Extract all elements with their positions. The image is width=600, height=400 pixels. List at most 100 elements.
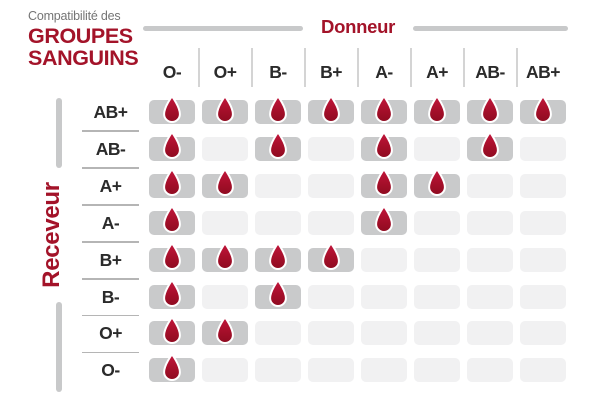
blood-drop-icon — [426, 168, 448, 198]
column-header-divider — [462, 48, 465, 87]
matrix-cell-incompatible — [467, 321, 513, 346]
blood-drop-icon — [161, 94, 183, 125]
matrix-cell-incompatible — [308, 284, 354, 309]
row-divider — [82, 130, 139, 132]
row-label-ab+: AB+ — [93, 102, 129, 122]
matrix-cell-incompatible — [202, 210, 248, 235]
page-title-line2: SANGUINS — [28, 46, 139, 70]
blood-drop-icon — [373, 168, 395, 198]
matrix-cell-incompatible — [255, 358, 301, 383]
matrix-cell-incompatible — [467, 247, 513, 272]
donor-axis-rule-left — [143, 25, 303, 31]
matrix-cell-incompatible — [520, 210, 566, 235]
matrix-cell-incompatible — [255, 173, 301, 198]
blood-drop-icon — [214, 316, 236, 346]
blood-drop-icon — [267, 242, 289, 272]
matrix-cell-incompatible — [202, 136, 248, 161]
matrix-cell-incompatible — [255, 321, 301, 346]
row-divider — [82, 314, 139, 317]
column-header-ab-: AB- — [475, 62, 505, 82]
blood-drop-icon — [267, 131, 289, 161]
column-header-divider — [303, 48, 306, 87]
matrix-cell-incompatible — [308, 321, 354, 346]
blood-drop-icon — [320, 242, 342, 272]
column-header-b-: B- — [269, 62, 287, 82]
blood-drop-icon — [161, 131, 183, 161]
matrix-cell-incompatible — [414, 136, 460, 161]
matrix-cell-incompatible — [361, 321, 407, 346]
blood-drop-icon — [161, 168, 183, 198]
row-label-ab-: AB- — [95, 138, 126, 159]
matrix-cell-incompatible — [520, 247, 566, 272]
column-header-divider — [515, 48, 518, 87]
row-label-a-: A- — [101, 212, 120, 233]
receiver-axis-rule-top — [56, 98, 62, 168]
blood-drop-icon — [532, 94, 554, 125]
matrix-cell-incompatible — [520, 136, 566, 161]
column-header-divider — [197, 48, 200, 87]
receiver-axis-rule-bottom — [56, 302, 62, 392]
row-label-a+: A+ — [99, 175, 122, 196]
blood-drop-icon — [267, 279, 289, 309]
row-divider — [82, 167, 139, 169]
matrix-cell-incompatible — [361, 284, 407, 309]
matrix-cell-incompatible — [467, 284, 513, 309]
matrix-cell-incompatible — [308, 173, 354, 198]
row-divider — [82, 241, 139, 243]
blood-drop-icon — [373, 205, 395, 235]
matrix-cell-incompatible — [361, 247, 407, 272]
matrix-cell-incompatible — [467, 358, 513, 383]
blood-drop-icon — [479, 94, 501, 125]
blood-drop-icon — [161, 242, 183, 272]
matrix-cell-incompatible — [414, 247, 460, 272]
row-label-o-: O- — [101, 360, 120, 381]
matrix-cell-incompatible — [255, 210, 301, 235]
matrix-cell-incompatible — [202, 358, 248, 383]
blood-drop-icon — [426, 94, 448, 125]
column-header-ab+: AB+ — [526, 62, 561, 82]
donor-axis-rule-right — [413, 25, 568, 31]
column-header-o-: O- — [162, 62, 182, 82]
matrix-cell-incompatible — [308, 136, 354, 161]
matrix-cell-incompatible — [414, 210, 460, 235]
blood-drop-icon — [161, 316, 183, 346]
blood-drop-icon — [214, 242, 236, 272]
column-header-divider — [356, 48, 359, 87]
blood-drop-icon — [479, 131, 501, 161]
matrix-cell-incompatible — [202, 284, 248, 309]
blood-drop-icon — [214, 94, 236, 125]
matrix-cell-incompatible — [308, 358, 354, 383]
matrix-cell-incompatible — [308, 210, 354, 235]
column-header-a+: A+ — [426, 62, 448, 82]
matrix-cell-incompatible — [520, 173, 566, 198]
column-header-a-: A- — [375, 62, 393, 82]
title-eyebrow: Compatibilité des — [28, 9, 121, 23]
row-label-b+: B+ — [99, 249, 122, 270]
matrix-cell-incompatible — [414, 284, 460, 309]
page-title-line1: GROUPES — [28, 24, 133, 48]
blood-drop-icon — [320, 94, 342, 125]
donor-axis-label: Donneur — [321, 16, 395, 37]
matrix-cell-incompatible — [520, 321, 566, 346]
column-header-b+: B+ — [320, 62, 342, 82]
row-divider — [82, 278, 139, 280]
blood-drop-icon — [373, 131, 395, 161]
blood-drop-icon — [267, 94, 289, 125]
matrix-cell-incompatible — [467, 173, 513, 198]
blood-drop-icon — [161, 205, 183, 235]
matrix-cell-incompatible — [414, 358, 460, 383]
column-header-o+: O+ — [213, 62, 237, 82]
title-block: Compatibilité des GROUPES SANGUINS — [28, 8, 139, 70]
column-header-divider — [250, 48, 253, 87]
column-header-divider — [409, 48, 412, 87]
matrix-cell-incompatible — [520, 358, 566, 383]
row-label-o+: O+ — [99, 323, 122, 344]
blood-drop-icon — [161, 279, 183, 309]
row-divider — [82, 204, 139, 206]
matrix-cell-incompatible — [520, 284, 566, 309]
matrix-cell-incompatible — [467, 210, 513, 235]
row-divider — [82, 351, 139, 354]
blood-drop-icon — [161, 353, 183, 383]
blood-drop-icon — [214, 168, 236, 198]
